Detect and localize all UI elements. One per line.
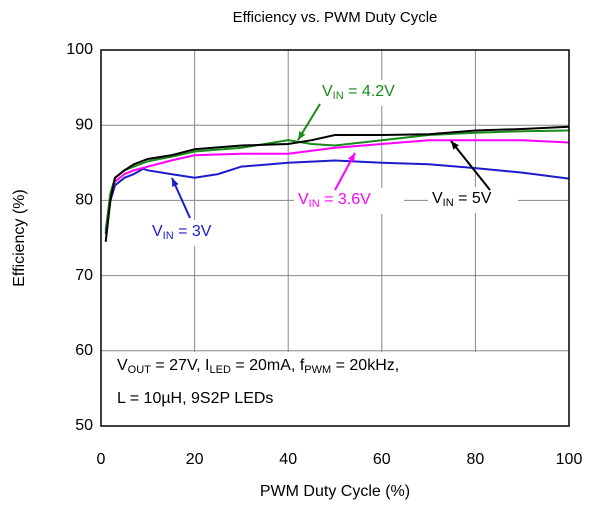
- note-box: [102, 352, 502, 425]
- y-tick-label: 100: [66, 41, 93, 58]
- text-part: = 4.2V: [344, 83, 395, 100]
- text-part: V: [432, 190, 443, 207]
- arrow-head: [451, 141, 459, 150]
- subscript: IN: [333, 90, 344, 102]
- arrow: [450, 140, 491, 191]
- subscript: PWM: [304, 364, 331, 376]
- x-tick-label: 0: [97, 451, 106, 468]
- text-part: L = 10µH, 9S2P LEDs: [117, 390, 273, 407]
- y-axis-label: Efficiency (%): [11, 189, 28, 287]
- text-part: = 20kHz,: [331, 357, 399, 374]
- line: [104, 125, 570, 242]
- annotation: VIN = 3.6V: [298, 191, 371, 210]
- x-tick-label: 80: [467, 451, 485, 468]
- y-tick-label: 60: [75, 342, 93, 359]
- y-tick-label: 70: [75, 267, 93, 284]
- text-part: V: [322, 83, 333, 100]
- label-bg: [318, 80, 428, 106]
- line: [104, 159, 570, 235]
- text-part: V: [117, 357, 128, 374]
- text-part: = 3.6V: [320, 191, 371, 208]
- label-bg: [148, 220, 258, 246]
- annotation: VIN = 4.2V: [322, 83, 395, 102]
- subscript: OUT: [128, 364, 152, 376]
- subscript: LED: [209, 364, 230, 376]
- annotation: VOUT = 27V, ILED = 20mA, fPWM = 20kHz,: [117, 357, 399, 376]
- x-tick-label: 40: [279, 451, 297, 468]
- label-bg: [428, 187, 518, 213]
- chart-title: Efficiency vs. PWM Duty Cycle: [233, 9, 438, 26]
- label-bg: [294, 188, 404, 214]
- x-axis-label: PWM Duty Cycle (%): [260, 483, 410, 500]
- y-tick-label: 50: [75, 417, 93, 434]
- text-part: V: [152, 223, 163, 240]
- annotation: L = 10µH, 9S2P LEDs: [117, 390, 273, 407]
- arrow-head: [347, 153, 355, 162]
- arrow-head: [298, 131, 306, 140]
- annotation: VIN = 5V: [432, 190, 492, 209]
- annotation: VIN = 3V: [152, 223, 212, 242]
- plot-frame: [100, 49, 570, 427]
- line: [104, 139, 570, 231]
- text-part: V: [298, 191, 309, 208]
- subscript: IN: [163, 230, 174, 242]
- text-part: = 20mA, f: [231, 357, 305, 374]
- y-tick-label: 90: [75, 116, 93, 133]
- x-tick-label: 20: [186, 451, 204, 468]
- y-tick-label: 80: [75, 192, 93, 209]
- line: [104, 129, 570, 231]
- text-part: = 3V: [174, 223, 212, 240]
- arrow-head: [172, 178, 179, 187]
- x-tick-label: 60: [373, 451, 391, 468]
- subscript: IN: [443, 197, 454, 209]
- text-part: = 5V: [454, 190, 492, 207]
- x-tick-label: 100: [556, 451, 583, 468]
- text-part: = 27V, I: [151, 357, 210, 374]
- subscript: IN: [309, 198, 320, 210]
